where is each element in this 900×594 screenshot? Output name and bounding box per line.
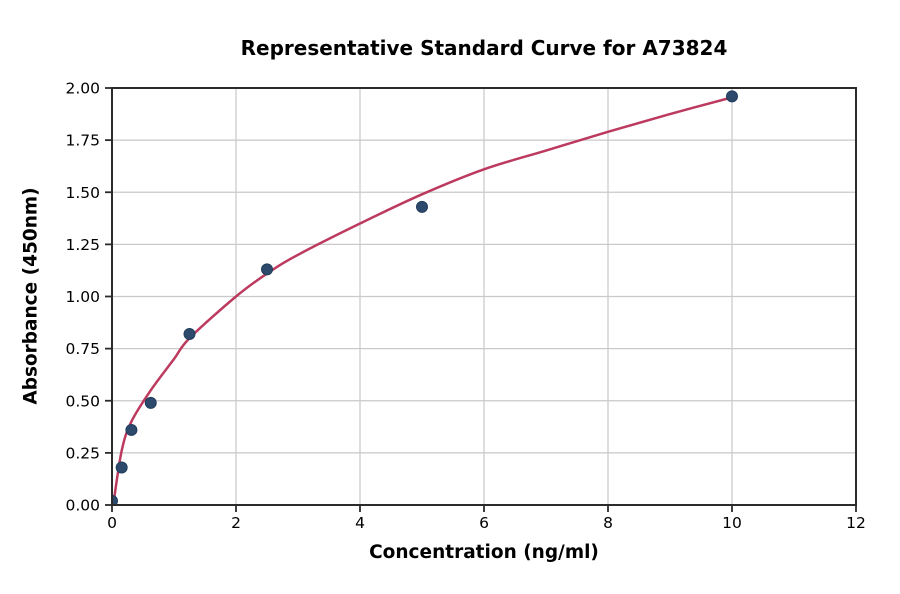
y-tick-label: 1.25 — [65, 236, 100, 254]
y-tick-label: 1.75 — [65, 132, 100, 150]
tick-labels: 0 2 4 6 8 10 12 0.00 0.25 0.50 0.75 1.00 1.25 1.50 1.7… — [65, 80, 865, 533]
y-tick-label: 1.50 — [65, 184, 100, 202]
data-point — [112, 494, 118, 505]
fitted-curve — [112, 96, 733, 505]
x-tick-label: 10 — [722, 514, 742, 532]
y-tick-label: 0.25 — [65, 444, 100, 462]
chart-title: Representative Standard Curve for A73824 — [240, 36, 728, 60]
y-tick-label: 1.00 — [65, 288, 100, 306]
y-tick-label: 2.00 — [65, 80, 100, 98]
x-tick-label: 2 — [231, 514, 241, 532]
x-tick-label: 12 — [846, 514, 866, 532]
y-tick-label: 0.50 — [65, 392, 100, 410]
data-point — [125, 423, 138, 436]
data-point — [115, 461, 128, 474]
data-point — [183, 328, 196, 341]
data-layer — [112, 90, 738, 505]
data-point — [416, 200, 428, 213]
data-point — [144, 396, 157, 409]
x-tick-label: 6 — [479, 514, 489, 532]
x-tick-label: 8 — [603, 514, 613, 532]
data-point — [726, 90, 738, 103]
x-tick-label: 0 — [107, 514, 117, 532]
y-tick-label: 0.75 — [65, 340, 100, 358]
tick-marks — [105, 87, 857, 512]
y-axis-label: Absorbance (450nm) — [20, 187, 42, 405]
x-axis-label: Concentration (ng/ml) — [369, 542, 599, 563]
data-point — [261, 263, 273, 276]
x-tick-label: 4 — [355, 514, 365, 532]
y-tick-label: 0.00 — [65, 497, 100, 515]
grid-lines — [111, 87, 857, 506]
